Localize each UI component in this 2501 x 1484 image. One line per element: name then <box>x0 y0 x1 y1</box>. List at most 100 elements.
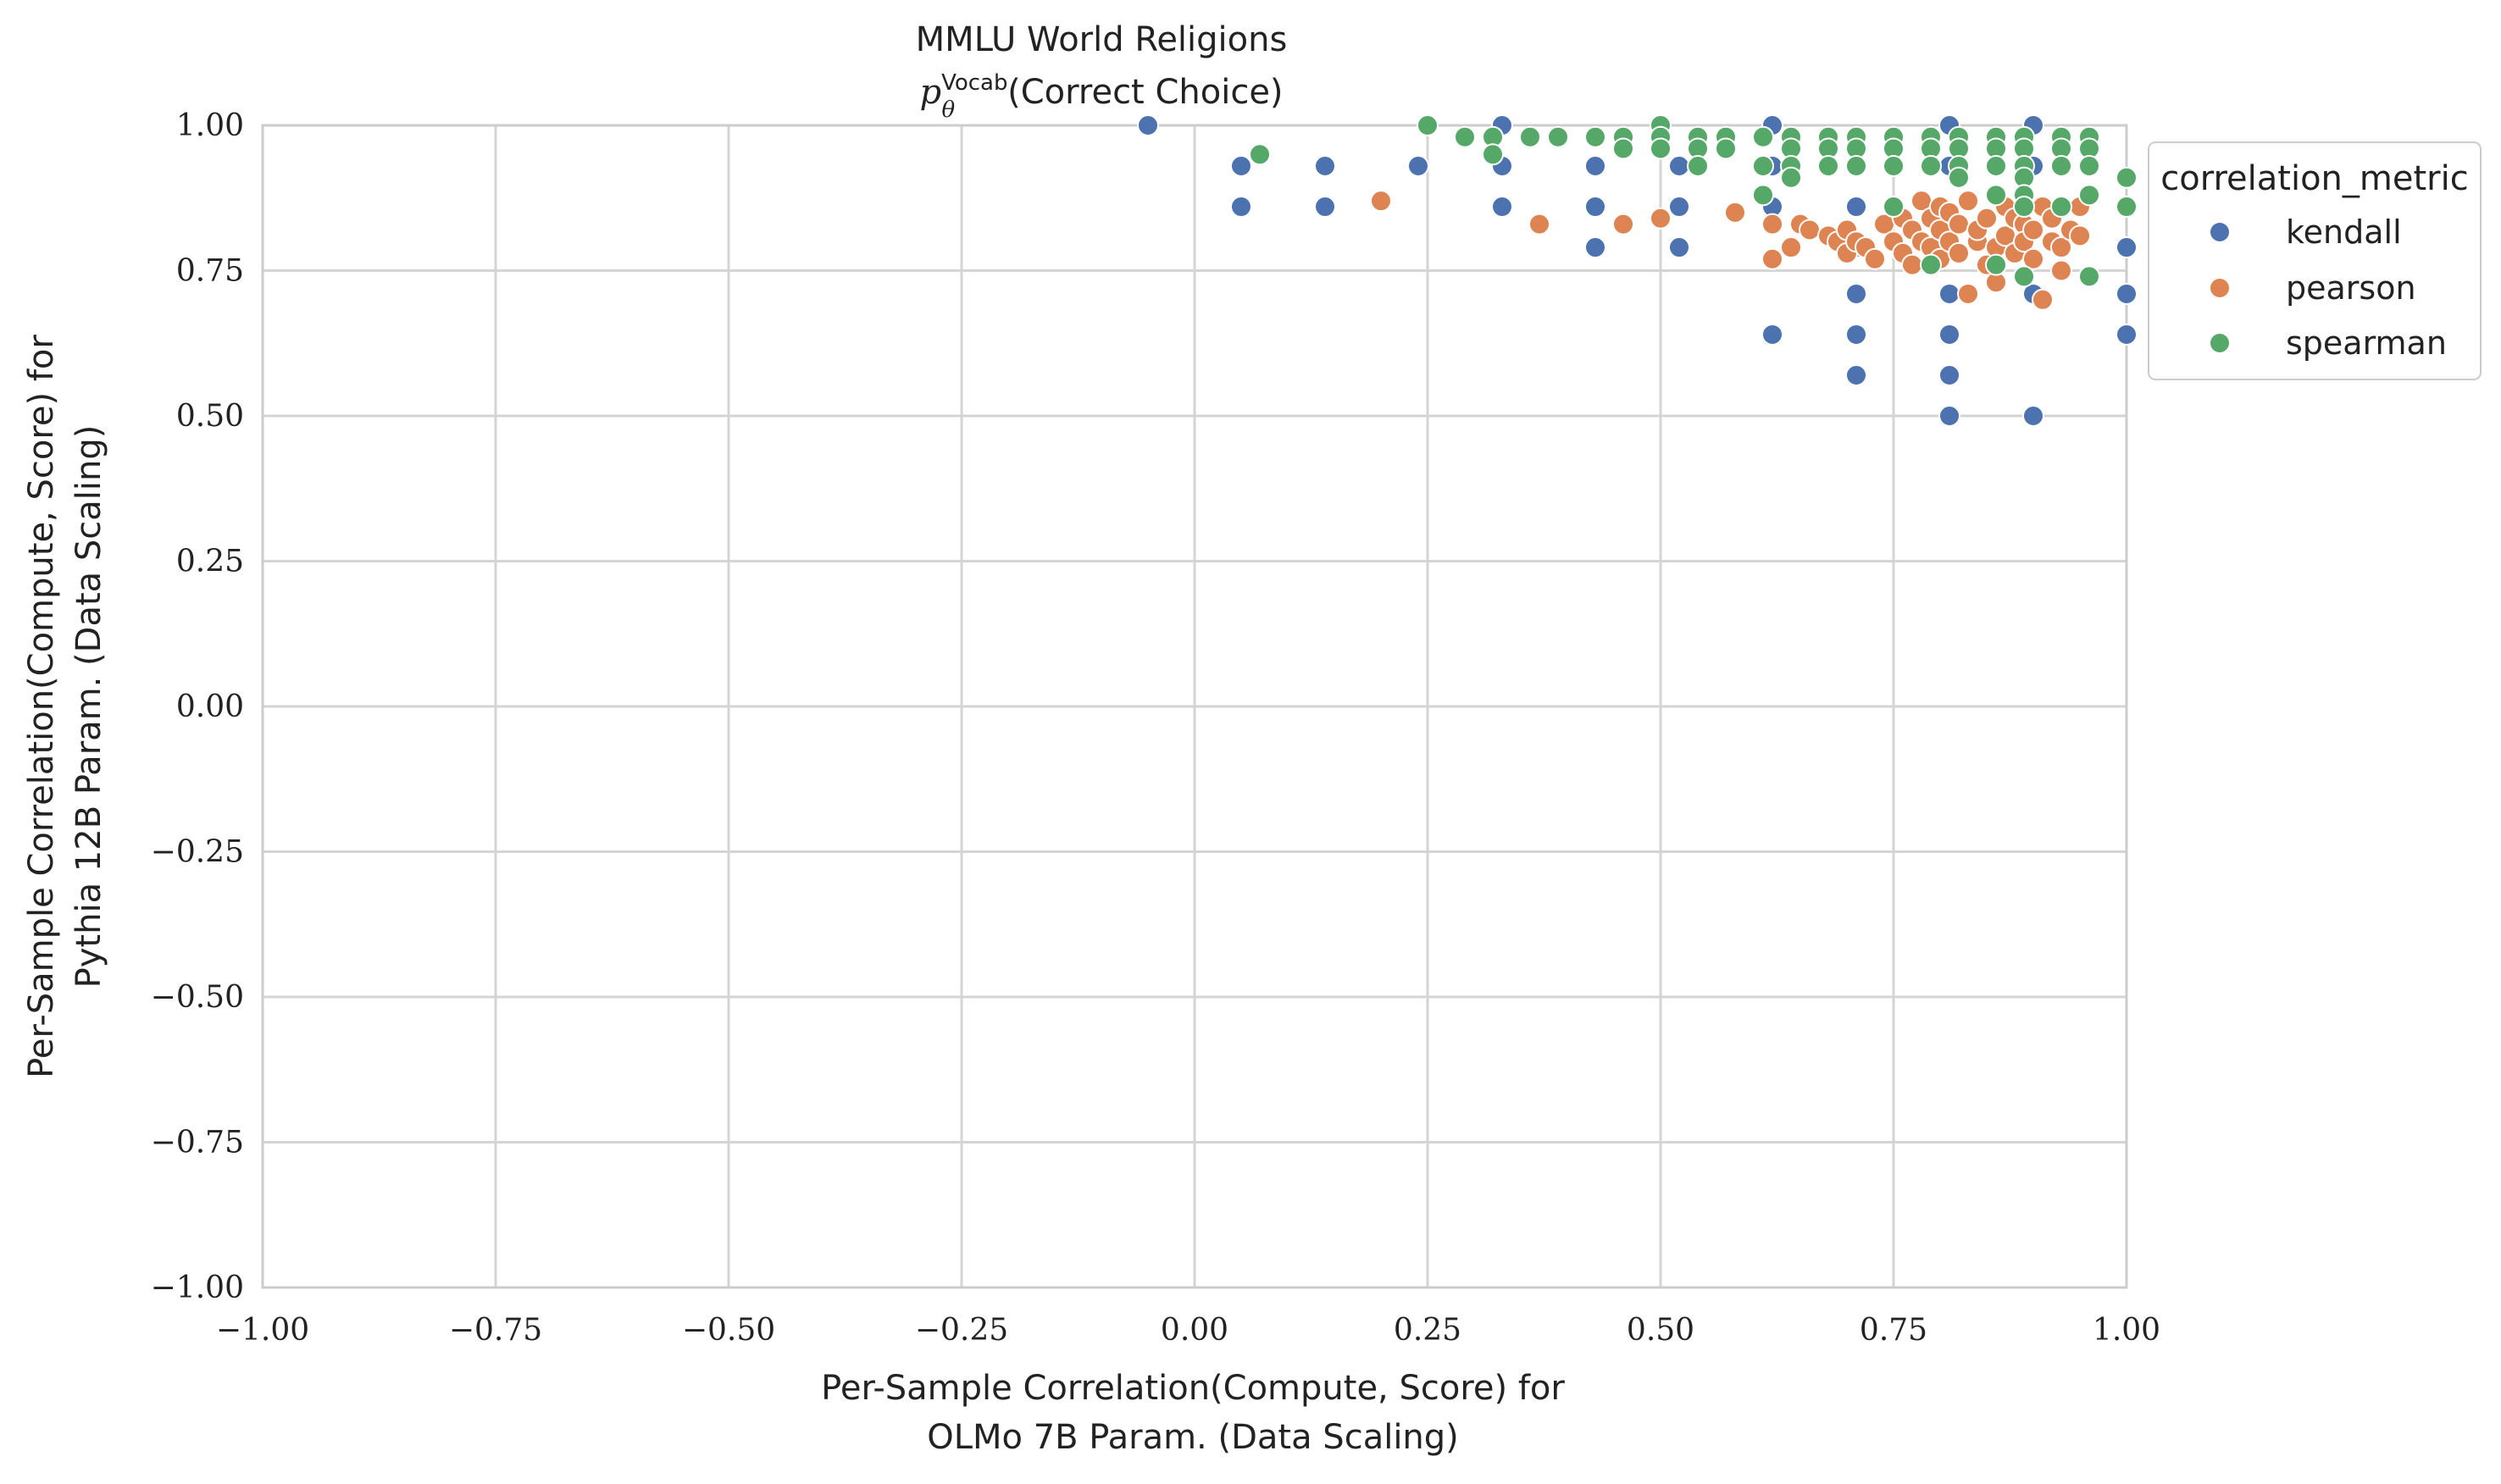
x-tick-label: 0.00 <box>1161 1313 1228 1348</box>
legend-label-kendall: kendall <box>2286 213 2402 251</box>
data-point-spearman <box>1985 155 2007 178</box>
x-tick-label: −0.50 <box>682 1313 775 1348</box>
y-tick-label: 1.00 <box>176 108 244 143</box>
tick-layer: −1.00 −0.75 −0.50 −0.25 0.00 0.25 0.50 0.75 1.00… <box>151 108 2160 1348</box>
subtitle-sup: Vocab <box>941 70 1007 96</box>
y-tick-label: −1.00 <box>151 1271 244 1305</box>
data-point-pearson <box>2022 219 2044 241</box>
y-axis-title-line2: Pythia 12B Param. (Data Scaling) <box>69 425 108 988</box>
data-point-spearman <box>1454 125 1476 148</box>
data-point-kendall <box>1230 196 1252 219</box>
data-point-pearson <box>1901 253 1923 276</box>
subtitle-rest: (Correct Choice) <box>1007 73 1283 112</box>
x-tick-label: −0.75 <box>449 1313 542 1348</box>
data-point-pearson <box>1370 190 1392 213</box>
plot-frame <box>261 124 2128 1289</box>
data-point-kendall <box>1938 282 1960 305</box>
data-point-kendall <box>1845 363 1867 386</box>
y-tick-label: 0.25 <box>176 545 244 579</box>
data-point-pearson <box>1724 201 1746 224</box>
subtitle-math: p <box>919 73 941 112</box>
x-tick-label: −1.00 <box>216 1313 309 1348</box>
data-point-spearman <box>1920 253 1942 276</box>
legend-marker-pearson <box>2210 279 2229 297</box>
data-point-kendall <box>1938 323 1960 346</box>
data-point-spearman <box>1584 125 1606 148</box>
x-axis-title-line2: OLMo 7B Param. (Data Scaling) <box>927 1418 1459 1457</box>
data-point-kendall <box>1407 155 1429 178</box>
data-point-spearman <box>1985 253 2007 276</box>
x-tick-label: 0.75 <box>1860 1313 1927 1348</box>
data-point-pearson <box>2032 288 2054 311</box>
data-point-pearson <box>1780 236 1802 259</box>
data-point-kendall <box>2022 405 2044 427</box>
data-point-spearman <box>1547 125 1569 148</box>
data-point-kendall <box>1668 196 1690 219</box>
data-point-spearman <box>1817 155 1839 178</box>
data-point-spearman <box>1752 184 1774 207</box>
data-point-pearson <box>1650 207 1672 230</box>
subtitle-sub: θ <box>941 97 955 123</box>
data-point-spearman <box>1752 155 1774 178</box>
data-point-spearman <box>1948 166 1970 189</box>
data-point-kendall <box>2116 282 2138 305</box>
x-tick-label: 1.00 <box>2093 1313 2160 1348</box>
data-point-spearman <box>2050 155 2072 178</box>
data-point-pearson <box>2050 236 2072 259</box>
data-point-spearman <box>2078 155 2100 178</box>
y-tick-label: 0.00 <box>176 689 244 724</box>
data-point-pearson <box>2050 259 2072 282</box>
data-point-spearman <box>1985 184 2007 207</box>
data-point-pearson <box>1799 219 1821 241</box>
data-point-pearson <box>1528 213 1550 235</box>
data-point-spearman <box>1845 155 1867 178</box>
data-point-kendall <box>1491 196 1513 219</box>
data-point-kendall <box>2116 236 2138 259</box>
data-point-spearman <box>2013 265 2035 288</box>
data-point-spearman <box>1715 137 1737 160</box>
legend: correlation_metric kendall pearson spear… <box>2148 141 2482 380</box>
data-point-pearson <box>1864 247 1886 270</box>
legend-frame <box>2148 141 2482 380</box>
data-point-pearson <box>2022 247 2044 270</box>
data-point-spearman <box>1482 143 1504 166</box>
chart-subtitle: pVocab θ (Correct Choice) <box>919 70 1283 123</box>
legend-label-pearson: pearson <box>2286 269 2416 307</box>
x-tick-label: 0.25 <box>1394 1313 1461 1348</box>
y-axis-title-line1: Per-Sample Correlation(Compute, Score) f… <box>22 335 61 1078</box>
axes-frame <box>261 124 2128 1289</box>
y-tick-label: 0.75 <box>176 254 244 289</box>
y-tick-label: −0.75 <box>151 1126 244 1160</box>
data-point-spearman <box>1519 125 1541 148</box>
data-point-spearman <box>2116 196 2138 219</box>
data-point-spearman <box>1650 137 1672 160</box>
data-point-kendall <box>1230 155 1252 178</box>
data-point-kendall <box>1314 155 1336 178</box>
data-point-kendall <box>1314 196 1336 219</box>
data-point-pearson <box>1612 213 1634 235</box>
data-point-spearman <box>2013 196 2035 219</box>
chart-title: MMLU World Religions <box>916 20 1288 59</box>
y-axis-title: Per-Sample Correlation(Compute, Score) f… <box>22 335 108 1078</box>
legend-title: correlation_metric <box>2160 159 2468 198</box>
data-point-kendall <box>1137 114 1159 136</box>
data-point-spearman <box>1883 155 1905 178</box>
x-tick-label: −0.25 <box>915 1313 1008 1348</box>
data-point-kendall <box>1845 323 1867 346</box>
data-point-spearman <box>1883 196 1905 219</box>
legend-label-spearman: spearman <box>2286 324 2447 362</box>
data-point-pearson <box>1948 241 1970 264</box>
data-point-pearson <box>2069 224 2091 247</box>
data-point-pearson <box>1957 190 1979 213</box>
data-point-pearson <box>1957 282 1979 305</box>
x-tick-label: 0.50 <box>1627 1313 1694 1348</box>
data-point-pearson <box>1976 207 1998 230</box>
data-point-kendall <box>1761 323 1783 346</box>
data-point-spearman <box>1612 137 1634 160</box>
data-point-spearman <box>1417 114 1439 136</box>
data-point-spearman <box>2078 265 2100 288</box>
y-tick-label: 0.50 <box>176 399 244 434</box>
y-tick-label: −0.50 <box>151 980 244 1015</box>
legend-marker-kendall <box>2210 223 2229 241</box>
